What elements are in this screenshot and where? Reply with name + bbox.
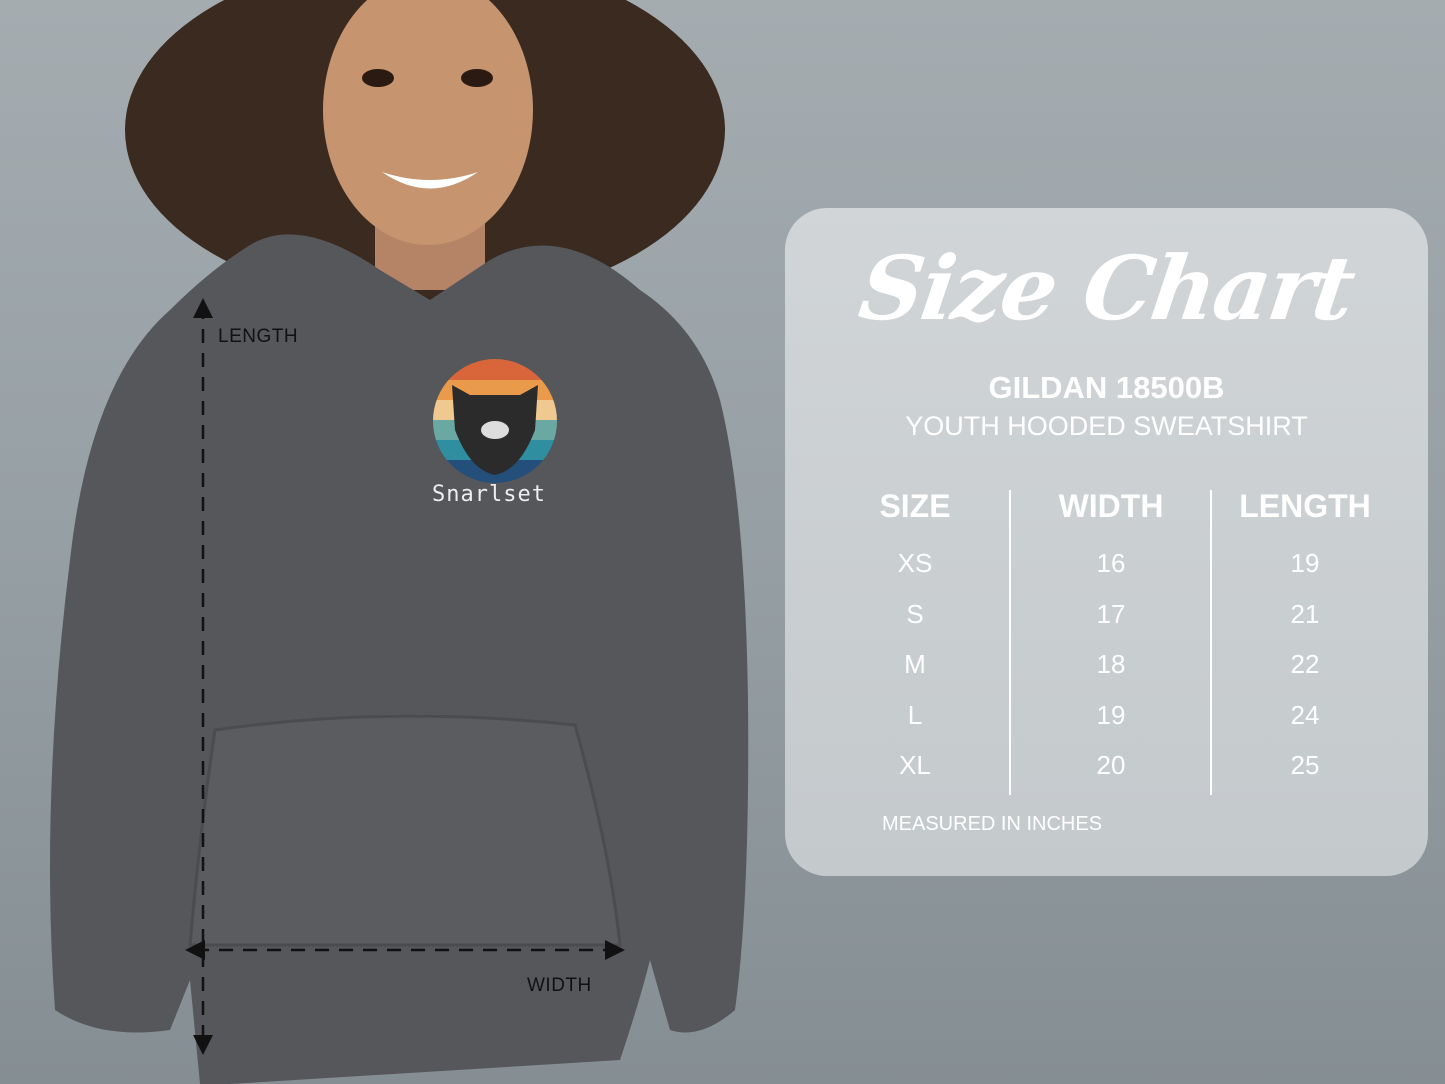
length-arrow-top xyxy=(193,298,213,318)
width-arrow-right xyxy=(605,940,625,960)
print-text: Snarlset xyxy=(432,482,546,507)
face xyxy=(323,0,533,245)
column-header: SIZE xyxy=(879,488,951,524)
table-cell: 24 xyxy=(1290,699,1320,730)
table-cell: 20 xyxy=(1096,750,1126,780)
product-name: YOUTH HOODED SWEATSHIRT xyxy=(905,411,1308,441)
size-chart-panel: Size Chart GILDAN 18500B YOUTH HOODED SW… xyxy=(785,208,1428,876)
brand-model: GILDAN 18500B xyxy=(988,370,1225,405)
column-header: WIDTH xyxy=(1058,488,1164,524)
table-cell: 19 xyxy=(1096,699,1126,730)
column-header: LENGTH xyxy=(1239,488,1371,524)
table-cell: 22 xyxy=(1290,649,1320,679)
table-cell: L xyxy=(907,699,923,730)
table-cell: XS xyxy=(897,548,933,578)
pocket xyxy=(188,714,622,947)
table-cell: 17 xyxy=(1096,598,1126,629)
column-divider xyxy=(1210,490,1212,795)
table-cell: 19 xyxy=(1290,548,1320,578)
length-label: LENGTH xyxy=(218,326,299,347)
hoodie xyxy=(50,234,749,1084)
eye-left xyxy=(362,69,394,87)
eye-right xyxy=(461,69,493,87)
table-cell: XL xyxy=(899,750,931,780)
length-arrow-bottom xyxy=(193,1035,213,1055)
size-chart-title: Size Chart xyxy=(853,236,1360,340)
width-arrow-left xyxy=(185,940,205,960)
width-label: WIDTH xyxy=(527,975,592,996)
table-cell: M xyxy=(904,649,926,679)
table-cell: 21 xyxy=(1290,598,1320,629)
width-column: WIDTH 16 17 18 19 20 xyxy=(1016,488,1206,791)
length-column: LENGTH 19 21 22 24 25 xyxy=(1210,488,1400,791)
smile xyxy=(382,172,478,189)
size-column: SIZE XS S M L XL xyxy=(820,488,1010,791)
table-cell: 16 xyxy=(1096,548,1126,578)
measurement-note: MEASURED IN INCHES xyxy=(882,813,1103,835)
column-divider xyxy=(1009,490,1011,795)
table-cell: S xyxy=(906,598,924,629)
table-cell: 25 xyxy=(1290,750,1320,780)
table-cell: 18 xyxy=(1096,649,1126,679)
